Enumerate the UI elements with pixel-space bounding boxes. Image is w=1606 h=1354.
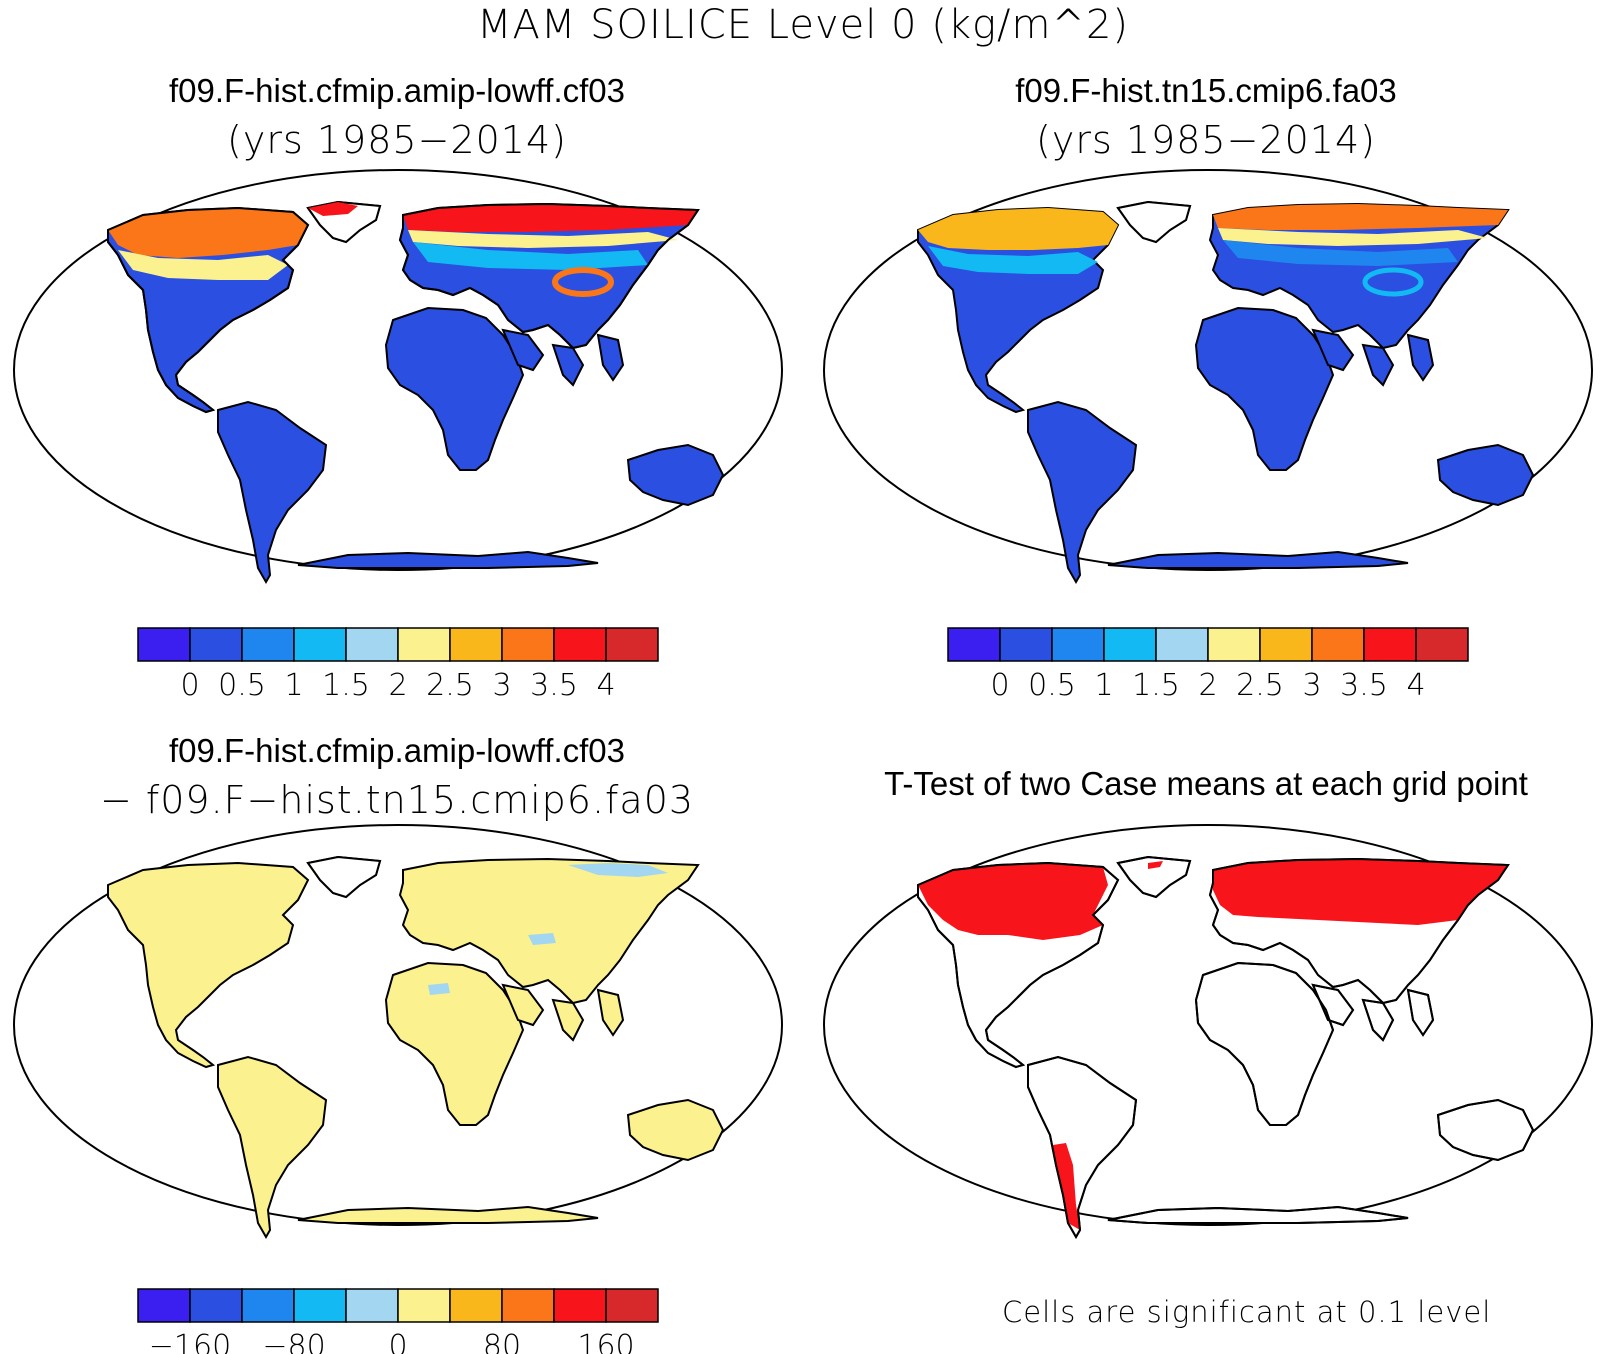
band-low	[1223, 240, 1458, 266]
colorbar-swatch	[397, 1288, 451, 1323]
map-panel-diff	[13, 824, 783, 1238]
neg-patch	[528, 933, 556, 945]
map-panel-case1	[13, 169, 783, 583]
colorbar-tick-label: 2	[1198, 668, 1217, 703]
panel-title-case1: f09.F-hist.cfmip.amip-lowff.cf03	[168, 72, 626, 109]
panel-subtitle-case2: (yrs 1985−2014)	[1036, 118, 1376, 162]
colorbar-swatch	[1311, 627, 1365, 662]
colorbar-tick-label: 3.5	[1340, 668, 1388, 703]
significant-region	[1053, 1143, 1080, 1230]
ttest-note: Cells are significant at 0.1 level	[1002, 1295, 1492, 1329]
colorbar-case2: 0 0.5 1 1.5 2 2.5 3 3.5 4	[947, 627, 1469, 703]
colorbar-tick-label: 0.5	[218, 668, 266, 703]
band-mid	[1218, 228, 1488, 246]
colorbar-swatch	[999, 627, 1053, 662]
colorbar-swatch	[241, 627, 295, 662]
band-mid	[118, 250, 288, 280]
colorbar-tick-label: 1	[1094, 668, 1113, 703]
colorbar-tick-label: 4	[1406, 668, 1425, 703]
colorbar-swatch	[605, 1288, 659, 1323]
colorbar-tick-label: 0	[180, 668, 199, 703]
colorbar-tick-label: 2.5	[426, 668, 474, 703]
colorbar-swatch	[1259, 627, 1313, 662]
band-mid	[928, 246, 1098, 274]
colorbar-tick-label: 4	[596, 668, 615, 703]
colorbar-swatch	[553, 627, 607, 662]
colorbar-swatch	[449, 1288, 503, 1323]
colorbar-swatch	[137, 627, 191, 662]
colorbar-swatch	[501, 1288, 555, 1323]
colorbar-tick-label: 80	[483, 1329, 521, 1354]
colorbar-swatch	[137, 1288, 191, 1323]
band-low	[413, 242, 648, 270]
colorbar-swatch	[947, 627, 1001, 662]
colorbar-swatch	[345, 627, 399, 662]
colorbar-swatch	[189, 1288, 243, 1323]
panel-subtitle-case1: (yrs 1985−2014)	[227, 118, 567, 162]
band-high	[918, 208, 1118, 250]
figure-title: MAM SOILICE Level 0 (kg/m^2)	[476, 2, 1130, 48]
band-high	[108, 208, 308, 258]
colorbar-tick-label: 160	[577, 1329, 634, 1354]
colorbar-tick-label: 2	[388, 668, 407, 703]
colorbar-swatch	[1207, 627, 1261, 662]
colorbar-swatch	[293, 627, 347, 662]
colorbar-diff: −160 −80 0 80 160	[137, 1288, 659, 1354]
colorbar-tick-label: 1	[284, 668, 303, 703]
map-panel-case2	[823, 169, 1593, 583]
colorbar-swatch	[345, 1288, 399, 1323]
panel-title-ttest: T-Test of two Case means at each grid po…	[884, 765, 1528, 802]
colorbar-swatch	[1155, 627, 1209, 662]
tibet-ring	[1362, 267, 1424, 297]
colorbar-swatch	[1103, 627, 1157, 662]
colorbar-swatch	[241, 1288, 295, 1323]
colorbar-tick-label: 1.5	[1132, 668, 1180, 703]
significant-region	[1213, 859, 1508, 925]
panel-title-case2: f09.F-hist.tn15.cmip6.fa03	[1015, 72, 1397, 109]
colorbar-swatch	[1415, 627, 1469, 662]
panel-subtitle-diff: − f09.F−hist.tn15.cmip6.fa03	[99, 778, 695, 822]
panel-title-diff: f09.F-hist.cfmip.amip-lowff.cf03	[168, 732, 626, 769]
colorbar-tick-label: 0.5	[1028, 668, 1076, 703]
band-high	[403, 204, 698, 232]
colorbar-tick-label: −80	[262, 1329, 325, 1354]
band-high	[1213, 204, 1508, 230]
colorbar-swatch	[189, 627, 243, 662]
colorbar-tick-label: 0	[388, 1329, 407, 1354]
colorbar-tick-label: −160	[149, 1329, 231, 1354]
colorbar-tick-label: 3.5	[530, 668, 578, 703]
colorbar-swatch	[449, 627, 503, 662]
band-mid	[408, 230, 678, 248]
colorbar-tick-label: 0	[990, 668, 1009, 703]
tibet-ring	[552, 267, 614, 297]
colorbar-tick-label: 2.5	[1236, 668, 1284, 703]
colorbar-swatch	[1363, 627, 1417, 662]
colorbar-swatch	[293, 1288, 347, 1323]
colorbar-case1: 0 0.5 1 1.5 2 2.5 3 3.5 4	[137, 627, 659, 703]
colorbar-swatch	[397, 627, 451, 662]
significant-region	[918, 863, 1108, 940]
colorbar-swatch	[501, 627, 555, 662]
map-panel-ttest	[823, 824, 1593, 1238]
neg-patch	[568, 863, 668, 877]
colorbar-tick-label: 3	[1302, 668, 1321, 703]
colorbar-swatch	[605, 627, 659, 662]
colorbar-tick-label: 1.5	[322, 668, 370, 703]
neg-patch	[428, 983, 450, 995]
colorbar-swatch	[1051, 627, 1105, 662]
colorbar-swatch	[553, 1288, 607, 1323]
colorbar-tick-label: 3	[492, 668, 511, 703]
